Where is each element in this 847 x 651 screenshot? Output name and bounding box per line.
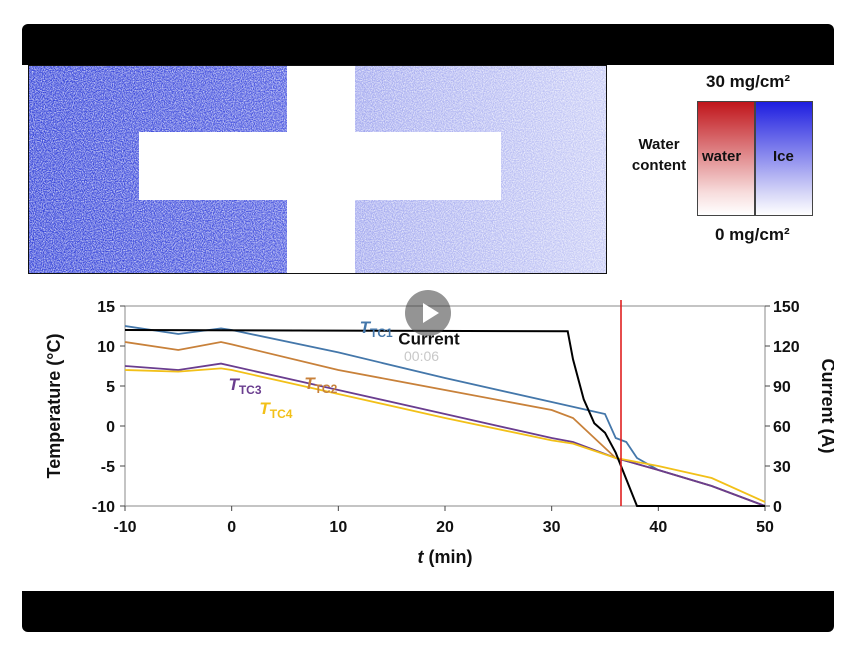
water-label: water (702, 148, 742, 165)
y-tick-label: 0 (106, 419, 115, 436)
x-tick-label: 40 (649, 519, 667, 536)
y2-tick-label: 120 (773, 339, 800, 356)
letterbox-top (22, 24, 834, 65)
ice-image-graphic (29, 66, 606, 273)
x-tick-label: -10 (113, 519, 136, 536)
y2-tick-label: 30 (773, 459, 791, 476)
ice-label: Ice (773, 148, 794, 165)
y2-tick-label: 90 (773, 379, 791, 396)
y-tick-label: 10 (97, 339, 115, 356)
x-tick-label: 50 (756, 519, 774, 536)
x-tick-label: 30 (543, 519, 561, 536)
series-label-current: Current (398, 329, 460, 348)
x-axis-label: t (min) (418, 547, 473, 567)
y2-tick-label: 0 (773, 499, 782, 516)
series-label-tc4: TTC4 (259, 399, 292, 421)
y2-tick-label: 60 (773, 419, 791, 436)
x-tick-label: 20 (436, 519, 454, 536)
play-button[interactable] (405, 290, 451, 336)
video-timestamp: 00:06 (404, 348, 440, 364)
ice-swatch (755, 101, 813, 216)
video-frame: 30 mg/cm² Water content water Ice 0 mg/c… (22, 24, 834, 632)
letterbox-bottom (22, 591, 834, 632)
series-line-tc3 (124, 362, 766, 507)
legend-max-label: 30 mg/cm² (706, 72, 791, 91)
ice-image (28, 65, 607, 274)
y2-tick-label: 150 (773, 299, 800, 316)
x-tick-label: 10 (329, 519, 347, 536)
series-label-tc1: TTC1 (360, 318, 393, 340)
water-swatch (697, 101, 755, 216)
series-label-tc2: TTC2 (304, 374, 337, 396)
series-line-current (124, 329, 765, 507)
series-line-tc2 (124, 341, 766, 507)
series-label-tc3: TTC3 (228, 375, 261, 397)
temperature-chart: -10 0 10 20 30 40 50151050-5-101501209060300t … (44, 299, 834, 567)
legend-y-label-line1: Water (638, 136, 680, 153)
x-tick-label: 0 (227, 519, 236, 536)
legend-y-label-line2: content (631, 157, 687, 174)
series-line-tc1 (124, 325, 766, 507)
y-tick-label: -10 (92, 499, 115, 516)
y-tick-label: -5 (101, 459, 115, 476)
y-tick-label: 15 (97, 299, 115, 316)
series-line-tc4 (124, 367, 766, 503)
y-axis-label: Temperature (°C) (44, 334, 64, 479)
y-tick-label: 5 (106, 379, 115, 396)
legend-min-label: 0 mg/cm² (715, 225, 790, 244)
legend-y-label: Water content (620, 134, 698, 176)
y2-axis-label: Current (A) (818, 359, 834, 454)
